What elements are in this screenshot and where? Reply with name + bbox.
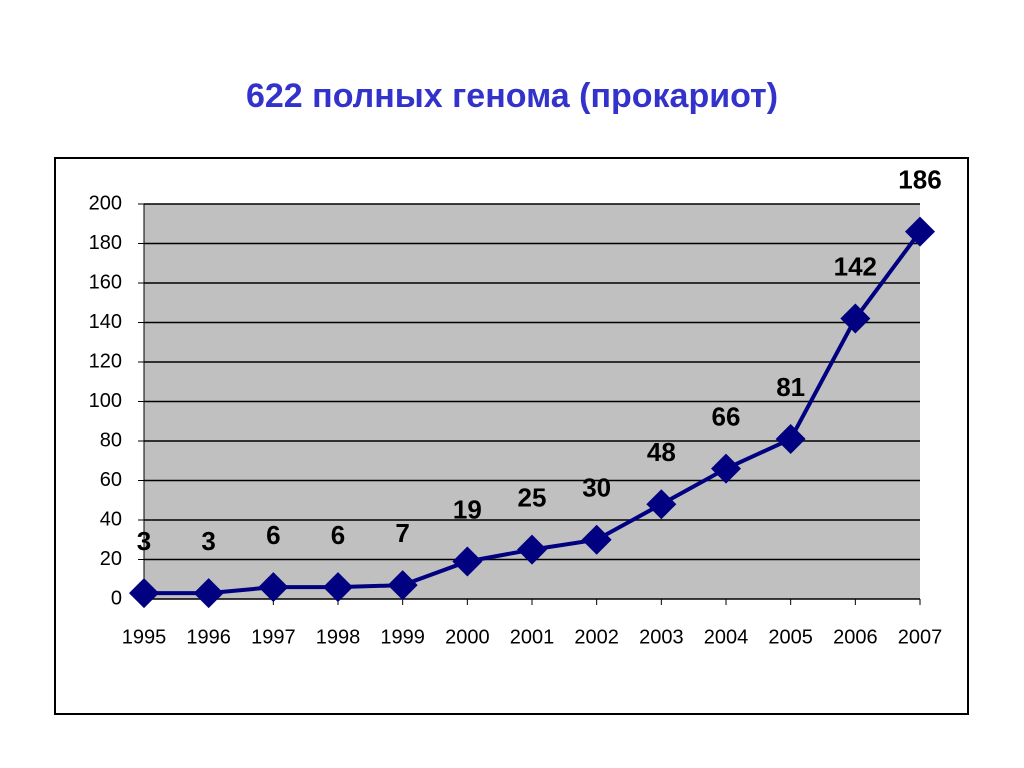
- data-label: 25: [518, 483, 547, 513]
- data-point: [452, 546, 483, 577]
- y-tick-label: 120: [89, 350, 122, 372]
- x-tick-label: 2001: [510, 626, 555, 648]
- x-tick-label: 2007: [898, 626, 943, 648]
- y-tick-label: 0: [111, 587, 122, 609]
- data-label: 3: [137, 526, 151, 556]
- data-label: 81: [776, 372, 805, 402]
- data-label: 6: [331, 520, 345, 550]
- y-tick-label: 140: [89, 311, 122, 333]
- x-tick-label: 1996: [186, 626, 231, 648]
- data-label: 186: [898, 165, 941, 195]
- y-tick-label: 100: [89, 390, 122, 412]
- x-tick-label: 2003: [639, 626, 684, 648]
- data-point: [711, 453, 741, 484]
- data-label: 6: [266, 520, 280, 550]
- data-label: 7: [395, 518, 409, 548]
- data-point: [646, 489, 677, 520]
- data-label: 30: [582, 473, 611, 503]
- y-tick-label: 40: [100, 508, 122, 530]
- y-tick-label: 80: [100, 429, 122, 451]
- x-tick-label: 1995: [122, 626, 167, 648]
- data-label: 66: [712, 402, 741, 432]
- data-label: 19: [453, 494, 482, 524]
- data-point: [517, 534, 547, 565]
- x-tick-label: 2002: [574, 626, 619, 648]
- y-tick-label: 20: [100, 548, 122, 570]
- data-point: [193, 578, 224, 609]
- data-point: [129, 578, 159, 609]
- data-point: [775, 424, 806, 455]
- x-tick-label: 2006: [833, 626, 878, 648]
- chart-title: 622 полных генома (прокариот): [246, 77, 778, 115]
- y-tick-label: 180: [89, 232, 122, 254]
- x-tick-label: 2005: [768, 626, 813, 648]
- data-label: 48: [647, 437, 676, 467]
- data-point: [323, 572, 353, 603]
- data-point: [581, 524, 612, 555]
- x-tick-label: 2000: [445, 626, 490, 648]
- data-point: [905, 216, 935, 247]
- y-tick-label: 60: [100, 469, 122, 491]
- x-tick-label: 2004: [704, 626, 749, 648]
- y-tick-label: 200: [89, 192, 122, 214]
- data-point: [387, 570, 418, 601]
- data-label: 142: [834, 251, 877, 281]
- y-tick-label: 160: [89, 271, 122, 293]
- data-point: [258, 572, 289, 603]
- data-point: [840, 303, 871, 334]
- x-tick-label: 1997: [251, 626, 296, 648]
- x-tick-label: 1998: [316, 626, 361, 648]
- data-label: 3: [201, 526, 215, 556]
- x-tick-label: 1999: [380, 626, 425, 648]
